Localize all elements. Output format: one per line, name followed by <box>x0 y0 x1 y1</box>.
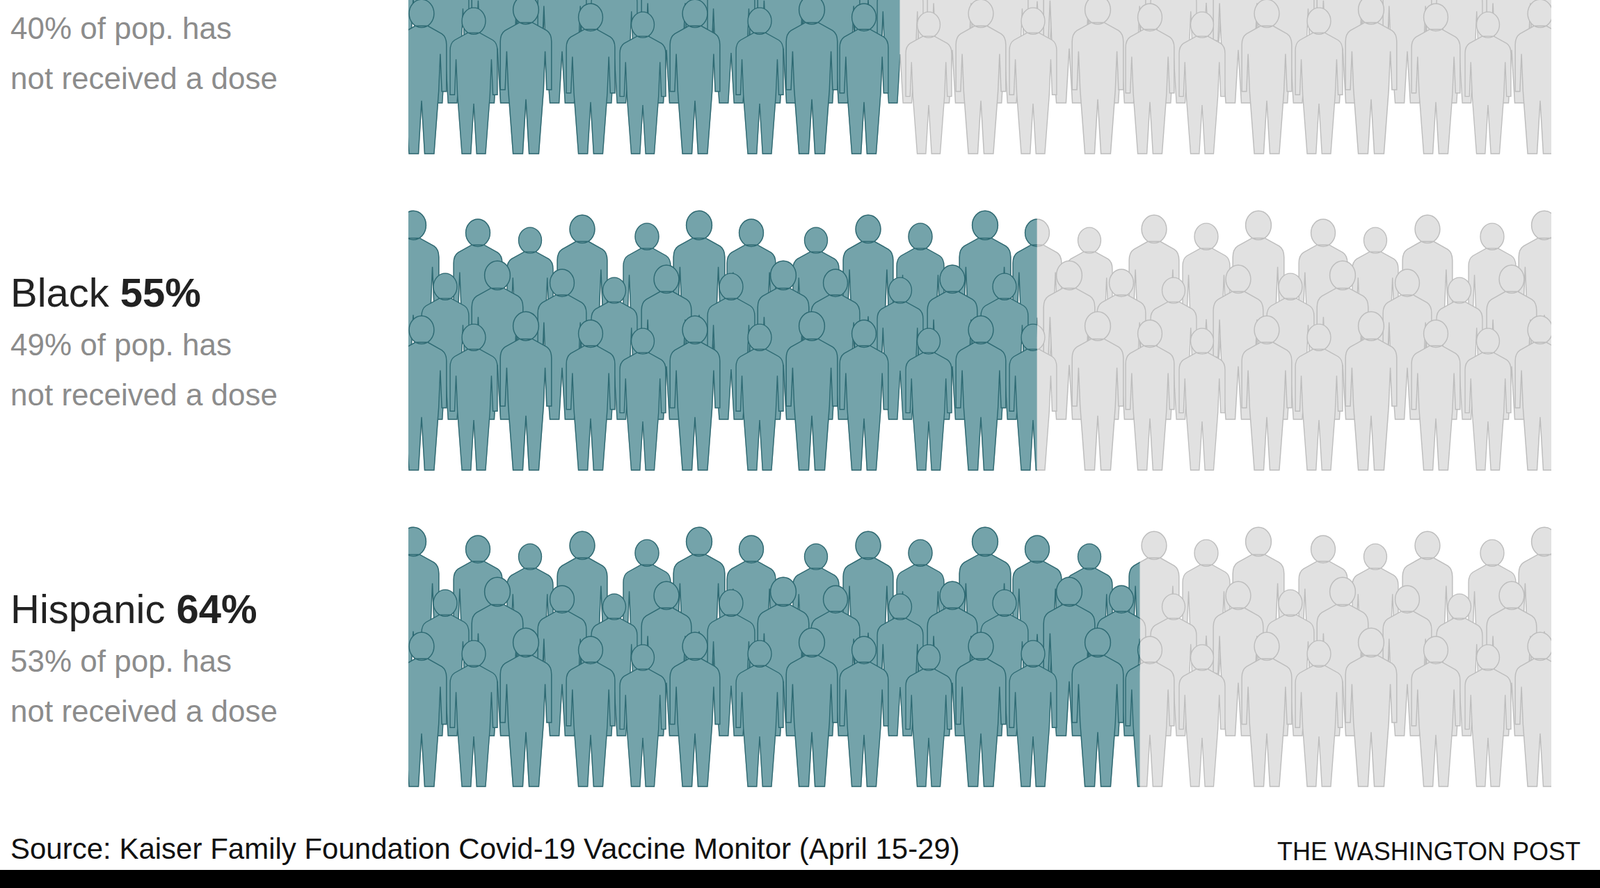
person-silhouette <box>1345 0 1397 154</box>
category-name: Black <box>10 269 110 316</box>
person-silhouette <box>500 311 552 471</box>
person-silhouette <box>566 636 615 787</box>
person-silhouette <box>1072 311 1124 471</box>
crowd-background <box>408 0 1552 154</box>
person-silhouette <box>905 644 952 787</box>
person-silhouette <box>736 640 784 787</box>
person-silhouette <box>736 7 784 154</box>
person-silhouette <box>408 0 447 154</box>
person-silhouette <box>786 628 838 787</box>
person-silhouette <box>786 311 838 471</box>
person-silhouette <box>1009 640 1057 787</box>
person-silhouette <box>1241 0 1292 154</box>
row-label: Hispanic64% <box>10 586 258 632</box>
person-silhouette <box>1465 11 1511 154</box>
person-silhouette <box>1179 11 1226 154</box>
person-silhouette <box>839 3 889 154</box>
person-silhouette <box>1465 328 1511 471</box>
row-label: Black55% <box>10 269 202 316</box>
category-name: Hispanic <box>10 586 165 632</box>
bottom-bar <box>0 870 1600 888</box>
person-silhouette <box>1515 0 1552 154</box>
chart: 40% of pop. hasnot received a doseBlack5… <box>0 0 1600 888</box>
person-silhouette <box>786 0 838 154</box>
crowd-fill <box>408 527 1141 787</box>
person-silhouette <box>669 632 720 787</box>
person-silhouette <box>566 320 615 471</box>
person-silhouette <box>905 11 952 154</box>
data-label: 55% <box>120 269 202 316</box>
person-silhouette <box>1295 7 1343 154</box>
person-silhouette <box>1241 315 1292 471</box>
person-silhouette <box>905 328 952 471</box>
annotation: 53% of pop. has <box>10 644 232 679</box>
person-silhouette <box>619 644 666 787</box>
annotation: not received a dose <box>10 61 278 96</box>
person-silhouette <box>566 3 615 154</box>
crowd-background <box>408 210 1552 471</box>
person-silhouette <box>408 315 447 471</box>
person-silhouette <box>619 328 666 471</box>
person-silhouette <box>1411 3 1461 154</box>
person-silhouette <box>500 0 552 154</box>
person-silhouette <box>1179 328 1226 471</box>
person-silhouette <box>619 11 666 154</box>
plot-area <box>408 0 1552 787</box>
annotation: not received a dose <box>10 694 278 729</box>
annotation: not received a dose <box>10 377 278 412</box>
credit: THE WASHINGTON POST <box>1277 837 1581 867</box>
person-silhouette <box>669 0 720 154</box>
person-silhouette <box>1411 636 1461 787</box>
person-silhouette <box>955 0 1006 154</box>
person-silhouette <box>1009 324 1038 471</box>
data-label: 64% <box>176 586 257 632</box>
person-silhouette <box>1179 644 1226 787</box>
person-silhouette <box>1009 7 1057 154</box>
person-silhouette <box>1515 315 1552 471</box>
person-silhouette <box>450 324 498 471</box>
annotation: 40% of pop. has <box>10 11 232 46</box>
person-silhouette <box>1125 3 1175 154</box>
labels: 40% of pop. hasnot received a doseBlack5… <box>10 11 1581 867</box>
person-silhouette <box>1125 320 1175 471</box>
person-silhouette <box>1125 636 1140 787</box>
person-silhouette <box>1345 628 1397 787</box>
person-silhouette <box>1072 0 1124 154</box>
person-silhouette <box>1295 640 1343 787</box>
person-silhouette <box>1411 320 1461 471</box>
person-silhouette <box>1295 324 1343 471</box>
person-silhouette <box>450 7 498 154</box>
person-silhouette <box>1345 311 1397 471</box>
person-silhouette <box>500 628 552 787</box>
person-silhouette <box>450 640 498 787</box>
crowd-background <box>408 527 1552 787</box>
crowd-fill <box>408 0 900 154</box>
person-silhouette <box>408 632 447 787</box>
source: Source: Kaiser Family Foundation Covid-1… <box>10 832 960 866</box>
person-silhouette <box>955 632 1006 787</box>
person-silhouette <box>839 320 889 471</box>
person-silhouette <box>669 315 720 471</box>
person-silhouette <box>736 324 784 471</box>
person-silhouette <box>1072 628 1124 787</box>
person-silhouette <box>1465 644 1511 787</box>
person-silhouette <box>955 315 1006 471</box>
person-silhouette <box>1515 632 1552 787</box>
person-silhouette <box>839 636 889 787</box>
crowd-fill <box>408 210 1038 471</box>
person-silhouette <box>1241 632 1292 787</box>
annotation: 49% of pop. has <box>10 327 232 362</box>
